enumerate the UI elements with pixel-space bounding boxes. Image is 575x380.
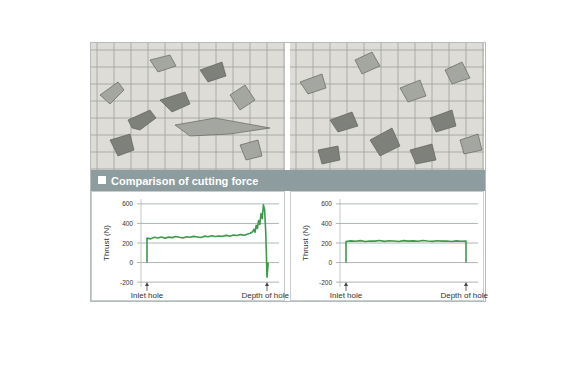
x-tick-arrow bbox=[344, 282, 348, 291]
photo-grid bbox=[290, 101, 484, 102]
chip bbox=[175, 118, 270, 136]
photo-grid bbox=[398, 43, 399, 170]
chip bbox=[355, 52, 380, 74]
chip bbox=[230, 85, 255, 110]
photo-grid bbox=[233, 43, 234, 170]
header-title: Comparison of cutting force bbox=[111, 175, 258, 187]
thrust-line bbox=[346, 241, 466, 263]
grid-line bbox=[137, 262, 279, 263]
photo-grid bbox=[347, 43, 348, 170]
grid-line bbox=[137, 243, 279, 244]
y-tick-label: 200 bbox=[321, 240, 332, 247]
x-tick-arrow bbox=[265, 282, 269, 291]
photo-grid bbox=[483, 43, 484, 170]
y-tick-label: 600 bbox=[122, 200, 133, 207]
photo-bg bbox=[91, 43, 285, 170]
chart-panel bbox=[291, 192, 484, 301]
y-tick-label: 400 bbox=[122, 220, 133, 227]
y-tick-label: 600 bbox=[321, 200, 332, 207]
chip bbox=[128, 110, 156, 130]
x-tick-arrow bbox=[145, 282, 149, 291]
chip bbox=[330, 112, 358, 132]
photo-grid bbox=[290, 169, 484, 170]
y-tick-label: -200 bbox=[120, 279, 133, 286]
y-axis-label: Thrust (N) bbox=[301, 225, 310, 261]
photo-bg bbox=[290, 43, 484, 170]
chip bbox=[300, 74, 326, 94]
photo-grid bbox=[91, 67, 285, 68]
photo-grid bbox=[199, 43, 200, 170]
photo-grid bbox=[313, 43, 314, 170]
y-tick-label: 200 bbox=[122, 240, 133, 247]
stage: Comparison of cutting force -200 0 200 400 60… bbox=[0, 0, 575, 380]
photo-grid bbox=[290, 50, 484, 51]
grid-line bbox=[137, 203, 279, 204]
photo-grid bbox=[290, 118, 484, 119]
chip bbox=[410, 144, 436, 164]
header-square bbox=[98, 176, 106, 184]
chart-panel bbox=[92, 192, 285, 301]
grid-line bbox=[336, 262, 478, 263]
chip bbox=[400, 80, 426, 102]
photo-grid bbox=[284, 43, 285, 170]
photo-grid bbox=[216, 43, 217, 170]
photo-grid bbox=[91, 118, 285, 119]
chip bbox=[200, 62, 226, 82]
grid-line bbox=[137, 282, 279, 283]
chip bbox=[430, 110, 456, 132]
arrow-head bbox=[464, 282, 468, 286]
chip bbox=[160, 92, 190, 112]
photo-grid bbox=[97, 43, 98, 170]
photo-grid bbox=[148, 43, 149, 170]
y-tick-label: -200 bbox=[319, 279, 332, 286]
chip bbox=[460, 134, 482, 154]
chip bbox=[445, 62, 470, 84]
grid-line bbox=[336, 223, 478, 224]
header-bar bbox=[91, 170, 485, 191]
arrow-head bbox=[145, 282, 149, 286]
grid-line bbox=[336, 282, 478, 283]
x-tick-label: Inlet hole bbox=[330, 291, 363, 300]
grid-line bbox=[336, 243, 478, 244]
chip bbox=[150, 55, 176, 72]
arrow-head bbox=[344, 282, 348, 286]
x-tick-label: Depth of hole bbox=[241, 291, 289, 300]
photo-grid bbox=[449, 43, 450, 170]
chip bbox=[110, 134, 134, 156]
thrust-line bbox=[147, 205, 268, 277]
photo bbox=[91, 43, 285, 170]
arrow-head bbox=[265, 282, 269, 286]
photo-grid bbox=[91, 169, 285, 170]
y-tick-label: 0 bbox=[328, 259, 332, 266]
grid-line bbox=[336, 203, 478, 204]
outer-frame bbox=[91, 43, 486, 302]
y-tick-label: 0 bbox=[129, 259, 133, 266]
photo-grid bbox=[296, 43, 297, 170]
chip bbox=[318, 146, 340, 164]
x-tick-label: Inlet hole bbox=[131, 291, 164, 300]
y-axis-label: Thrust (N) bbox=[102, 225, 111, 261]
chip bbox=[240, 140, 262, 160]
x-tick-label: Depth of hole bbox=[440, 291, 488, 300]
photo-grid bbox=[114, 43, 115, 170]
chip bbox=[100, 82, 124, 104]
photo-grid bbox=[267, 43, 268, 170]
photo bbox=[290, 43, 484, 170]
y-tick-label: 400 bbox=[321, 220, 332, 227]
plot-area bbox=[346, 241, 466, 263]
chip bbox=[370, 128, 400, 156]
photo-grid bbox=[91, 50, 285, 51]
x-tick-arrow bbox=[464, 282, 468, 291]
plot-area bbox=[147, 205, 268, 277]
